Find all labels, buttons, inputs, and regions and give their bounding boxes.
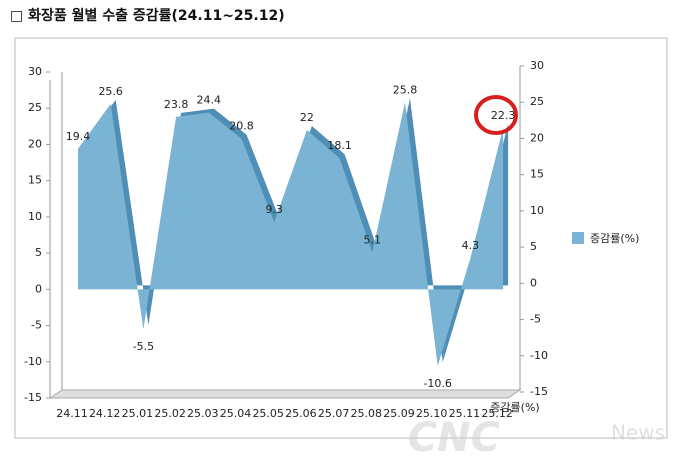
y-tick-label: 10: [28, 210, 42, 223]
depth-axis-label: 증감률(%): [490, 401, 539, 414]
x-tick-label: 24.11: [56, 407, 88, 420]
y-tick-label: -10: [24, 355, 42, 368]
y2-tick-label: 25: [530, 95, 544, 108]
value-label: 22.3: [491, 109, 516, 122]
value-label: 5.1: [364, 233, 382, 246]
y-tick-label: 15: [28, 174, 42, 187]
chart-title: □ 화장품 월별 수출 증감률(24.11~25.12): [10, 7, 285, 24]
value-label: 4.3: [462, 239, 480, 252]
value-label: 20.8: [229, 120, 254, 133]
y2-tick-label: -5: [530, 313, 541, 326]
x-tick-label: 25.10: [416, 407, 448, 420]
highlight-circle: [474, 95, 518, 135]
x-tick-label: 25.02: [154, 407, 186, 420]
y2-tick-label: 30: [530, 59, 544, 72]
area: [78, 102, 504, 367]
y2-tick-label: -10: [530, 349, 548, 362]
y2-tick-label: 10: [530, 204, 544, 217]
x-tick-label: 25.09: [383, 407, 415, 420]
x-tick-label: 24.12: [89, 407, 121, 420]
y2-tick-label: 20: [530, 131, 544, 144]
y2-tick-label: 5: [530, 240, 537, 253]
x-tick-label: 25.03: [187, 407, 219, 420]
value-label: 18.1: [327, 139, 352, 152]
value-label: 25.8: [393, 83, 418, 96]
value-label: -10.6: [423, 377, 451, 390]
x-tick-label: 25.01: [122, 407, 154, 420]
x-tick-label: 25.06: [285, 407, 317, 420]
y-tick-label: -15: [24, 391, 42, 404]
value-label: 25.6: [98, 85, 123, 98]
y-tick-label: 25: [28, 101, 42, 114]
value-label: -5.5: [133, 340, 154, 353]
value-label: 22: [300, 111, 314, 124]
value-label: 24.4: [197, 94, 222, 107]
x-tick-label: 25.08: [351, 407, 383, 420]
y-tick-label: -5: [31, 319, 42, 332]
y2-tick-label: 0: [530, 276, 537, 289]
x-tick-label: 25.05: [252, 407, 284, 420]
legend-swatch: [572, 232, 584, 244]
y-tick-label: 0: [35, 282, 42, 295]
y2-tick-label: 15: [530, 168, 544, 181]
legend-label: 증감률(%): [590, 232, 639, 245]
y-tick-label: 5: [35, 246, 42, 259]
value-label: 9.3: [265, 203, 283, 216]
y2-tick-label: -15: [530, 385, 548, 398]
x-tick-label: 25.04: [220, 407, 252, 420]
x-tick-label: 25.11: [449, 407, 481, 420]
watermark: CNC: [408, 415, 500, 461]
value-label: 19.4: [66, 130, 91, 143]
watermark: News: [611, 421, 665, 445]
plot: -15 -10 -5 0 5 10 15 20 25 30 -15 -10 -5 0 5 10 15 20 25 30…: [24, 59, 548, 420]
y-tick-label: 20: [28, 137, 42, 150]
value-label: 23.8: [164, 98, 189, 111]
x-tick-label: 25.12: [481, 407, 513, 420]
floor: [48, 389, 522, 399]
x-tick-label: 25.07: [318, 407, 350, 420]
y-tick-label: 30: [28, 65, 42, 78]
